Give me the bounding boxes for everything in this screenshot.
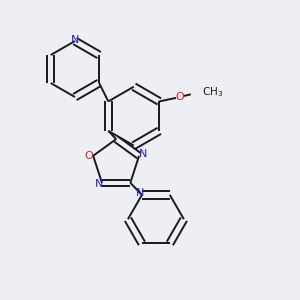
Text: O: O [84, 151, 93, 161]
Text: CH$_3$: CH$_3$ [202, 85, 223, 99]
Text: O: O [176, 92, 184, 102]
Text: N: N [71, 34, 79, 45]
Text: N: N [136, 188, 145, 199]
Text: N: N [95, 179, 103, 189]
Text: N: N [138, 149, 147, 159]
